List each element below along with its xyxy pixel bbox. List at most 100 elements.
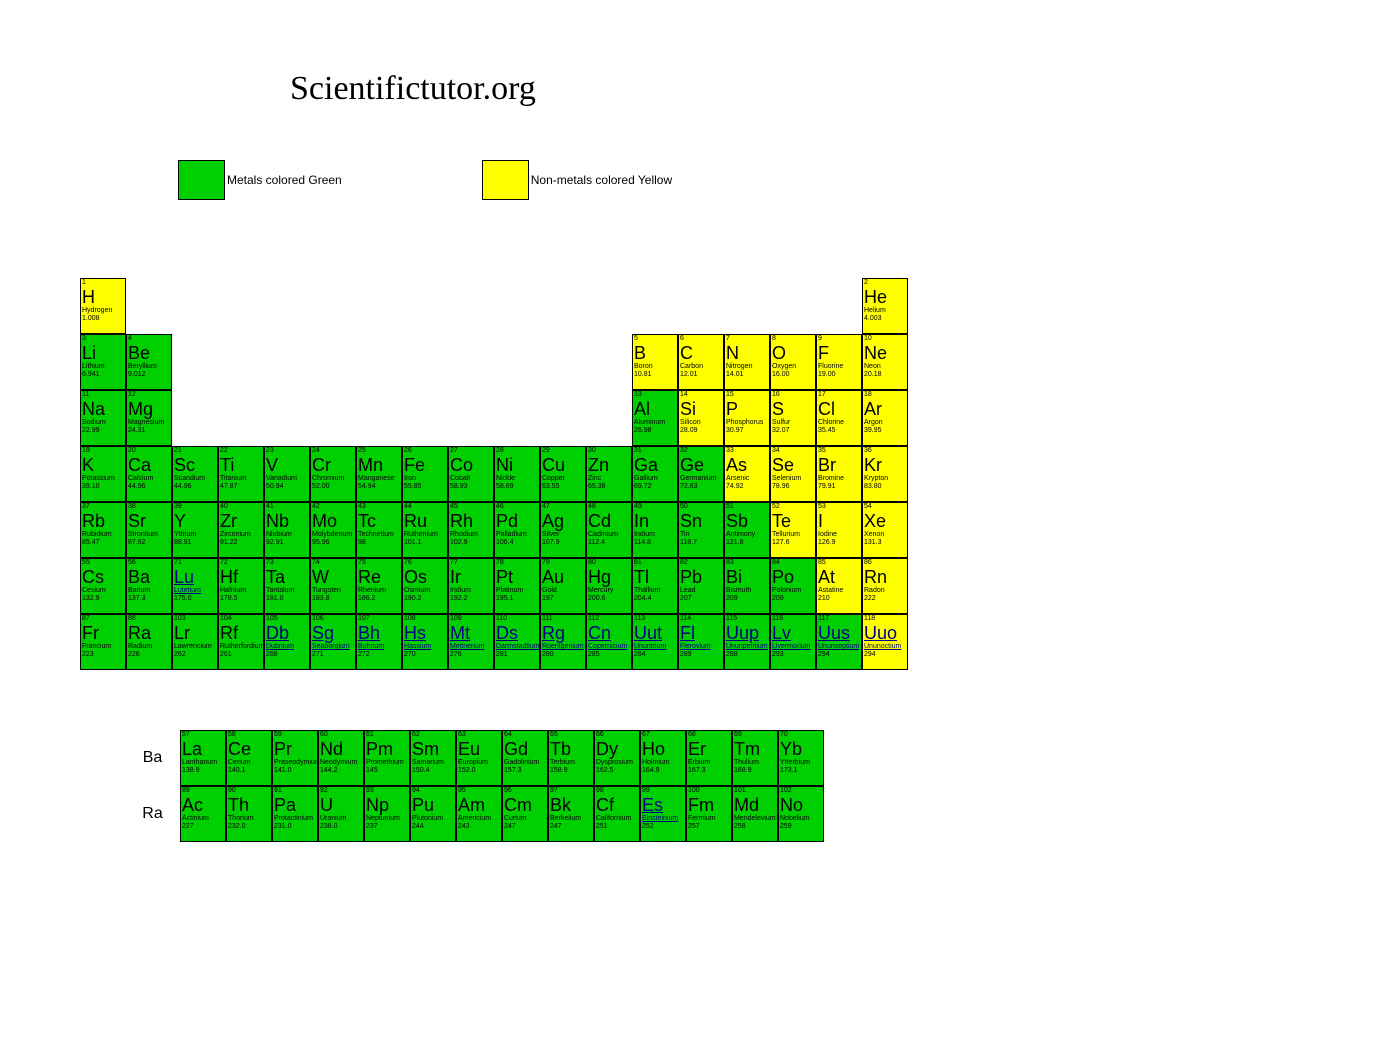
atomic-number: 71 bbox=[174, 559, 216, 567]
atomic-number: 112 bbox=[588, 615, 630, 623]
element-symbol: Ta bbox=[266, 567, 308, 587]
element-symbol: Ac bbox=[182, 795, 224, 815]
atomic-mass: 55.85 bbox=[404, 483, 446, 491]
atomic-mass: 10.81 bbox=[634, 371, 676, 379]
element-cs: 55CsCesium132.9 bbox=[80, 558, 126, 614]
atomic-number: 4 bbox=[128, 335, 170, 343]
element-symbol: No bbox=[780, 795, 822, 815]
element-name: Chlorine bbox=[818, 419, 860, 427]
element-name: Cerium bbox=[228, 759, 270, 767]
fblock-row: Ba57LaLanthanum138.958CeCerium140.159PrP… bbox=[125, 730, 824, 786]
element-name: Hafnium bbox=[220, 587, 262, 595]
element-name: Tellurium bbox=[772, 531, 814, 539]
atomic-mass: 91.22 bbox=[220, 539, 262, 547]
atomic-number: 55 bbox=[82, 559, 124, 567]
atomic-number: 36 bbox=[864, 447, 906, 455]
element-symbol: Am bbox=[458, 795, 500, 815]
element-symbol: P bbox=[726, 399, 768, 419]
element-name: Fermium bbox=[688, 815, 730, 823]
atomic-mass: 44.96 bbox=[174, 483, 216, 491]
element-name: Iridium bbox=[450, 587, 492, 595]
element-symbol: Br bbox=[818, 455, 860, 475]
atomic-mass: 271 bbox=[312, 651, 354, 659]
element-name: Plutonium bbox=[412, 815, 454, 823]
atomic-mass: 204.4 bbox=[634, 595, 676, 603]
atomic-mass: 252 bbox=[642, 823, 684, 831]
atomic-mass: 152.0 bbox=[458, 767, 500, 775]
element-symbol: Hf bbox=[220, 567, 262, 587]
element-name: Neptunium bbox=[366, 815, 408, 823]
element-symbol: V bbox=[266, 455, 308, 475]
element-name: Bohrium bbox=[358, 643, 400, 651]
atomic-number: 76 bbox=[404, 559, 446, 567]
atomic-mass: 192.2 bbox=[450, 595, 492, 603]
legend-metals-label: Metals colored Green bbox=[227, 173, 342, 187]
atomic-mass: 145 bbox=[366, 767, 408, 775]
atomic-number: 9 bbox=[818, 335, 860, 343]
atomic-number: 57 bbox=[182, 731, 224, 739]
element-symbol: Bi bbox=[726, 567, 768, 587]
atomic-number: 86 bbox=[864, 559, 906, 567]
element-ag: 47AgSilver107.9 bbox=[540, 502, 586, 558]
atomic-mass: 294 bbox=[818, 651, 860, 659]
element-u: 92UUranium238.0 bbox=[318, 786, 364, 842]
atomic-number: 19 bbox=[82, 447, 124, 455]
element-name: Osmium bbox=[404, 587, 446, 595]
element-name: Francium bbox=[82, 643, 124, 651]
element-symbol: U bbox=[320, 795, 362, 815]
element-symbol: Cl bbox=[818, 399, 860, 419]
element-name: Phosphorus bbox=[726, 419, 768, 427]
element-symbol: Sg bbox=[312, 623, 354, 643]
atomic-number: 116 bbox=[772, 615, 814, 623]
atomic-number: 34 bbox=[772, 447, 814, 455]
atomic-mass: 58.69 bbox=[496, 483, 538, 491]
element-tm: 69TmThulium168.9 bbox=[732, 730, 778, 786]
atomic-mass: 39.10 bbox=[82, 483, 124, 491]
atomic-mass: 157.3 bbox=[504, 767, 546, 775]
element-po: 84PoPolonium209 bbox=[770, 558, 816, 614]
element-symbol: Uut bbox=[634, 623, 676, 643]
atomic-mass: 186.2 bbox=[358, 595, 400, 603]
element-symbol: Pb bbox=[680, 567, 722, 587]
element-symbol: Gd bbox=[504, 739, 546, 759]
atomic-mass: 74.92 bbox=[726, 483, 768, 491]
element-name: Cesium bbox=[82, 587, 124, 595]
element-symbol: Tl bbox=[634, 567, 676, 587]
element-name: Tin bbox=[680, 531, 722, 539]
element-co: 27CoCobalt58.93 bbox=[448, 446, 494, 502]
element-name: Aluminum bbox=[634, 419, 676, 427]
element-nb: 41NbNiobium92.91 bbox=[264, 502, 310, 558]
atomic-mass: 112.4 bbox=[588, 539, 630, 547]
atomic-mass: 63.55 bbox=[542, 483, 584, 491]
atomic-mass: 20.18 bbox=[864, 371, 906, 379]
element-sc: 21ScScandium44.96 bbox=[172, 446, 218, 502]
atomic-number: 65 bbox=[550, 731, 592, 739]
element-se: 34SeSelenium78.96 bbox=[770, 446, 816, 502]
element-symbol: Ne bbox=[864, 343, 906, 363]
element-symbol: Nd bbox=[320, 739, 362, 759]
atomic-mass: 223 bbox=[82, 651, 124, 659]
atomic-mass: 137.3 bbox=[128, 595, 170, 603]
element-symbol: Tm bbox=[734, 739, 776, 759]
atomic-number: 20 bbox=[128, 447, 170, 455]
element-symbol: Er bbox=[688, 739, 730, 759]
element-name: Seaborgium bbox=[312, 643, 354, 651]
element-la: 57LaLanthanum138.9 bbox=[180, 730, 226, 786]
atomic-mass: 190.2 bbox=[404, 595, 446, 603]
atomic-number: 75 bbox=[358, 559, 400, 567]
element-name: Astatine bbox=[818, 587, 860, 595]
element-symbol: Ga bbox=[634, 455, 676, 475]
atomic-number: 1 bbox=[82, 279, 124, 287]
element-name: Ununseptium bbox=[818, 643, 860, 651]
atomic-mass: 262 bbox=[174, 651, 216, 659]
element-name: Neodymium bbox=[320, 759, 362, 767]
element-symbol: Uuo bbox=[864, 623, 906, 643]
element-sr: 38SrStrontium87.62 bbox=[126, 502, 172, 558]
element-name: Boron bbox=[634, 363, 676, 371]
atomic-number: 78 bbox=[496, 559, 538, 567]
element-lu: 71LuLutetium175.0 bbox=[172, 558, 218, 614]
atomic-number: 29 bbox=[542, 447, 584, 455]
element-br: 35BrBromine79.91 bbox=[816, 446, 862, 502]
element-k: 19KPotassium39.10 bbox=[80, 446, 126, 502]
element-symbol: Au bbox=[542, 567, 584, 587]
